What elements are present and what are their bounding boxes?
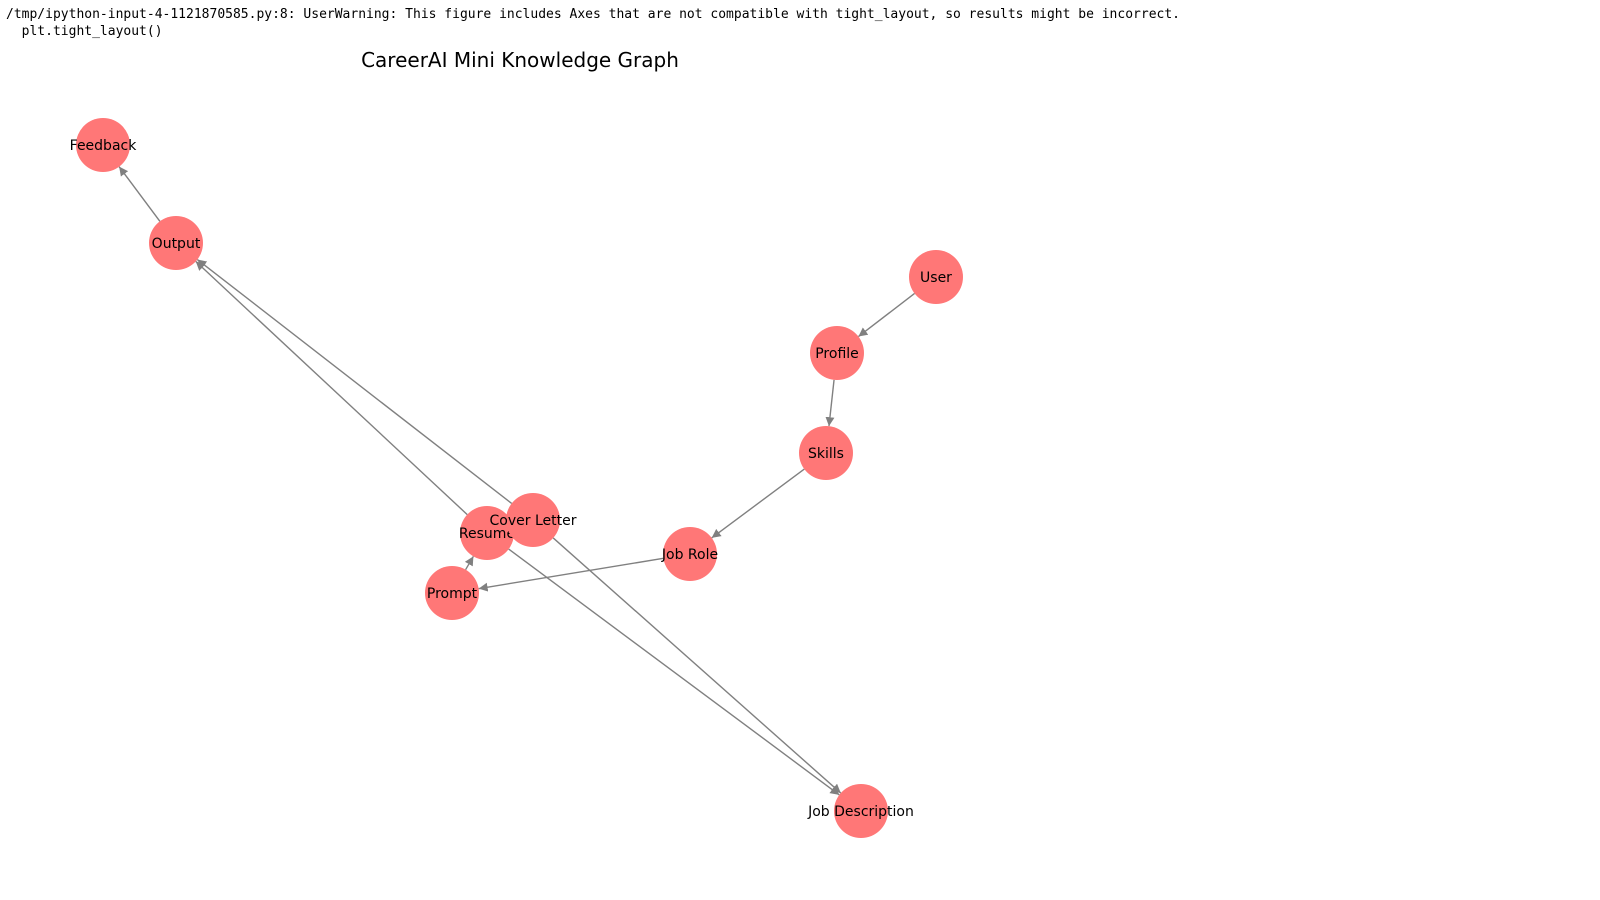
edge-prompt-to-resume	[464, 555, 475, 571]
node-profile: Profile	[810, 326, 864, 380]
node-label-profile: Profile	[815, 346, 859, 362]
node-label-job-role: Job Role	[661, 547, 718, 563]
node-label-output: Output	[152, 236, 201, 252]
edge-cover-letter-to-job-description	[552, 537, 842, 794]
edges-layer	[118, 166, 916, 796]
node-label-cover-letter: Cover Letter	[490, 513, 577, 529]
node-job-role: Job Role	[661, 527, 718, 581]
console-warning: /tmp/ipython-input-4-1121870585.py:8: Us…	[6, 6, 1180, 40]
node-circle-feedback	[76, 118, 130, 172]
node-circle-job-role	[663, 527, 717, 581]
node-circle-skills	[799, 426, 853, 480]
edge-resume-to-output	[195, 260, 468, 516]
edge-skills-to-job-role	[711, 468, 805, 539]
node-circle-prompt	[425, 566, 479, 620]
edge-profile-to-skills	[825, 379, 835, 427]
node-circle-user	[909, 250, 963, 304]
node-circle-profile	[810, 326, 864, 380]
node-feedback: Feedback	[70, 118, 138, 172]
node-circle-output	[149, 216, 203, 270]
edge-resume-to-job-description	[508, 548, 840, 796]
node-label-prompt: Prompt	[427, 586, 478, 602]
node-resume: Resume	[459, 506, 515, 560]
node-label-job-description: Job Description	[807, 804, 914, 820]
node-circle-cover-letter	[506, 493, 560, 547]
warning-line: /tmp/ipython-input-4-1121870585.py:8: Us…	[6, 7, 1180, 22]
node-circle-job-description	[834, 784, 888, 838]
node-label-feedback: Feedback	[70, 138, 138, 154]
node-user: User	[909, 250, 963, 304]
edge-user-to-profile	[857, 292, 916, 338]
node-job-description: Job Description	[807, 784, 914, 838]
edge-output-to-feedback	[118, 166, 161, 222]
code-line: plt.tight_layout()	[6, 24, 163, 39]
node-cover-letter: Cover Letter	[490, 493, 577, 547]
edge-cover-letter-to-output	[196, 258, 513, 505]
nodes-layer: User Profile Skills Job Role Prompt ResumeCov…	[70, 118, 963, 838]
node-circle-resume	[460, 506, 514, 560]
node-output: Output	[149, 216, 203, 270]
node-label-skills: Skills	[808, 446, 844, 462]
node-label-user: User	[920, 270, 952, 286]
node-skills: Skills	[799, 426, 853, 480]
node-prompt: Prompt	[425, 566, 479, 620]
graph-title: CareerAI Mini Knowledge Graph	[361, 48, 679, 72]
node-label-resume: Resume	[459, 526, 515, 542]
edge-job-role-to-prompt	[478, 557, 664, 592]
